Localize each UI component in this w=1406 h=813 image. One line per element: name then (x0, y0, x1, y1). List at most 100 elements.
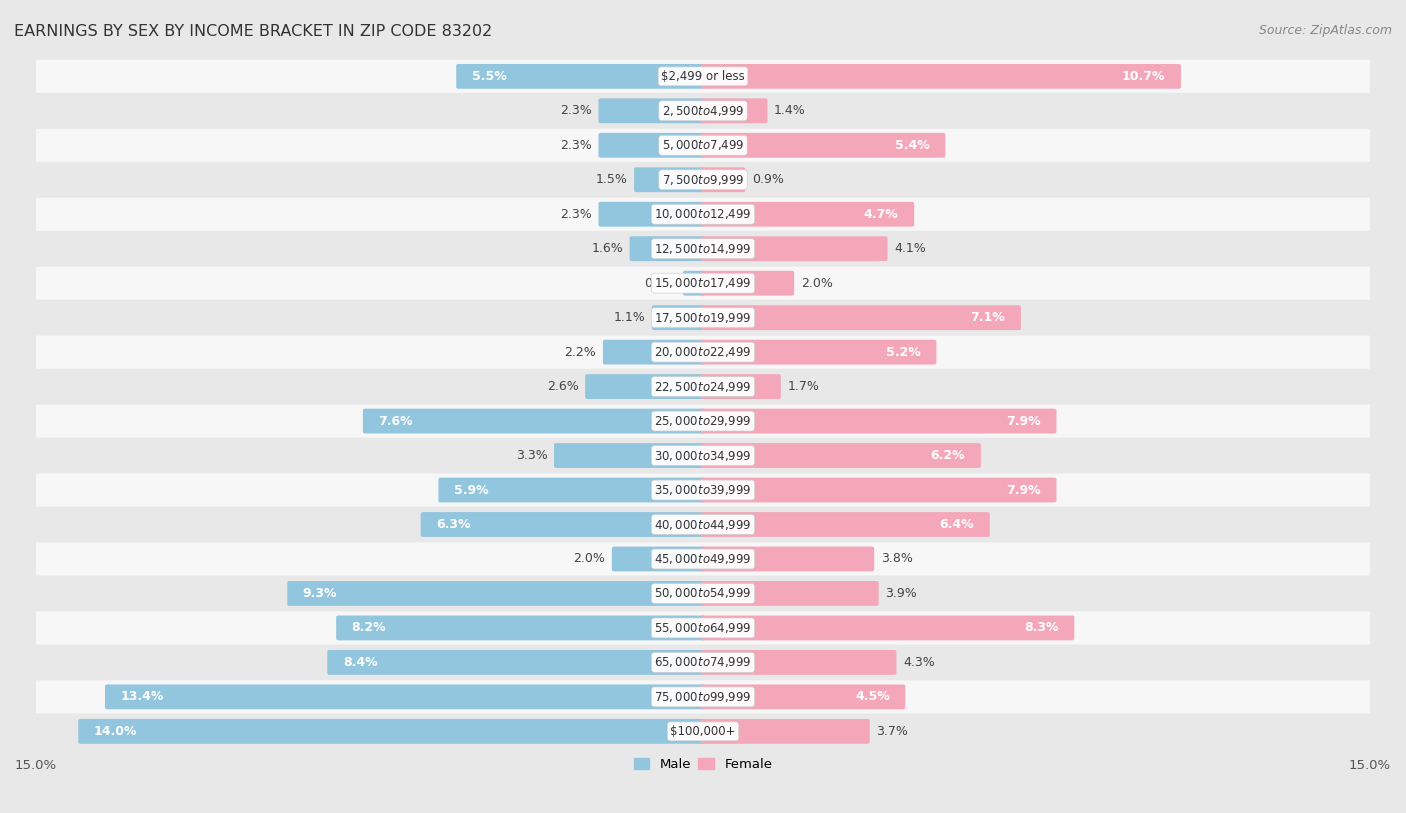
FancyBboxPatch shape (585, 374, 706, 399)
Text: 13.4%: 13.4% (121, 690, 165, 703)
FancyBboxPatch shape (79, 719, 706, 744)
FancyBboxPatch shape (37, 473, 1369, 506)
FancyBboxPatch shape (700, 202, 914, 227)
Text: EARNINGS BY SEX BY INCOME BRACKET IN ZIP CODE 83202: EARNINGS BY SEX BY INCOME BRACKET IN ZIP… (14, 24, 492, 39)
Text: 1.7%: 1.7% (787, 380, 820, 393)
FancyBboxPatch shape (37, 405, 1369, 437)
Text: 4.7%: 4.7% (863, 208, 898, 221)
FancyBboxPatch shape (700, 305, 1021, 330)
Text: 8.4%: 8.4% (343, 656, 377, 669)
FancyBboxPatch shape (700, 719, 870, 744)
FancyBboxPatch shape (37, 336, 1369, 368)
Text: $50,000 to $54,999: $50,000 to $54,999 (654, 586, 752, 601)
FancyBboxPatch shape (37, 646, 1369, 679)
FancyBboxPatch shape (700, 685, 905, 709)
Text: 2.3%: 2.3% (560, 139, 592, 152)
Text: 5.4%: 5.4% (896, 139, 929, 152)
FancyBboxPatch shape (287, 581, 706, 606)
FancyBboxPatch shape (37, 611, 1369, 645)
Text: 3.3%: 3.3% (516, 449, 547, 462)
Text: 3.7%: 3.7% (876, 725, 908, 738)
FancyBboxPatch shape (700, 271, 794, 296)
FancyBboxPatch shape (105, 685, 706, 709)
FancyBboxPatch shape (634, 167, 706, 192)
Text: $7,500 to $9,999: $7,500 to $9,999 (662, 172, 744, 187)
FancyBboxPatch shape (700, 98, 768, 124)
Text: 1.4%: 1.4% (775, 104, 806, 117)
FancyBboxPatch shape (700, 133, 945, 158)
Text: 5.2%: 5.2% (886, 346, 921, 359)
FancyBboxPatch shape (700, 512, 990, 537)
Text: 7.1%: 7.1% (970, 311, 1005, 324)
Text: $45,000 to $49,999: $45,000 to $49,999 (654, 552, 752, 566)
FancyBboxPatch shape (700, 64, 1181, 89)
FancyBboxPatch shape (439, 477, 706, 502)
Text: 3.9%: 3.9% (886, 587, 917, 600)
Text: 6.4%: 6.4% (939, 518, 974, 531)
Text: 7.9%: 7.9% (1007, 415, 1040, 428)
FancyBboxPatch shape (37, 128, 1369, 162)
Text: $30,000 to $34,999: $30,000 to $34,999 (654, 449, 752, 463)
FancyBboxPatch shape (37, 680, 1369, 714)
FancyBboxPatch shape (328, 650, 706, 675)
Text: 1.5%: 1.5% (596, 173, 627, 186)
FancyBboxPatch shape (603, 340, 706, 364)
Text: $75,000 to $99,999: $75,000 to $99,999 (654, 690, 752, 704)
FancyBboxPatch shape (700, 615, 1074, 641)
FancyBboxPatch shape (336, 615, 706, 641)
FancyBboxPatch shape (700, 650, 897, 675)
Text: $25,000 to $29,999: $25,000 to $29,999 (654, 414, 752, 428)
FancyBboxPatch shape (37, 301, 1369, 334)
FancyBboxPatch shape (420, 512, 706, 537)
FancyBboxPatch shape (700, 477, 1056, 502)
Text: 2.0%: 2.0% (801, 276, 832, 289)
FancyBboxPatch shape (363, 409, 706, 433)
FancyBboxPatch shape (37, 198, 1369, 231)
Text: $55,000 to $64,999: $55,000 to $64,999 (654, 621, 752, 635)
Text: 4.3%: 4.3% (903, 656, 935, 669)
Text: $5,000 to $7,499: $5,000 to $7,499 (662, 138, 744, 152)
FancyBboxPatch shape (683, 271, 706, 296)
FancyBboxPatch shape (700, 409, 1056, 433)
FancyBboxPatch shape (700, 167, 745, 192)
Legend: Male, Female: Male, Female (628, 753, 778, 776)
Text: $65,000 to $74,999: $65,000 to $74,999 (654, 655, 752, 669)
Text: $35,000 to $39,999: $35,000 to $39,999 (654, 483, 752, 497)
Text: 1.6%: 1.6% (591, 242, 623, 255)
Text: 5.5%: 5.5% (472, 70, 506, 83)
FancyBboxPatch shape (700, 546, 875, 572)
FancyBboxPatch shape (37, 233, 1369, 265)
Text: 0.4%: 0.4% (644, 276, 676, 289)
Text: 2.2%: 2.2% (565, 346, 596, 359)
Text: 6.2%: 6.2% (931, 449, 966, 462)
Text: 8.3%: 8.3% (1024, 621, 1059, 634)
FancyBboxPatch shape (612, 546, 706, 572)
FancyBboxPatch shape (599, 202, 706, 227)
FancyBboxPatch shape (700, 340, 936, 364)
FancyBboxPatch shape (37, 577, 1369, 610)
Text: 2.3%: 2.3% (560, 104, 592, 117)
FancyBboxPatch shape (37, 94, 1369, 128)
FancyBboxPatch shape (37, 508, 1369, 541)
FancyBboxPatch shape (554, 443, 706, 468)
Text: $10,000 to $12,499: $10,000 to $12,499 (654, 207, 752, 221)
Text: $22,500 to $24,999: $22,500 to $24,999 (654, 380, 752, 393)
Text: $20,000 to $22,499: $20,000 to $22,499 (654, 346, 752, 359)
FancyBboxPatch shape (599, 98, 706, 124)
Text: 7.6%: 7.6% (378, 415, 413, 428)
Text: 2.6%: 2.6% (547, 380, 578, 393)
Text: 8.2%: 8.2% (352, 621, 387, 634)
FancyBboxPatch shape (37, 60, 1369, 93)
Text: $2,499 or less: $2,499 or less (661, 70, 745, 83)
Text: 4.5%: 4.5% (855, 690, 890, 703)
FancyBboxPatch shape (599, 133, 706, 158)
Text: 4.1%: 4.1% (894, 242, 927, 255)
Text: 6.3%: 6.3% (436, 518, 471, 531)
FancyBboxPatch shape (37, 267, 1369, 300)
Text: $40,000 to $44,999: $40,000 to $44,999 (654, 518, 752, 532)
Text: $12,500 to $14,999: $12,500 to $14,999 (654, 241, 752, 256)
Text: 10.7%: 10.7% (1122, 70, 1166, 83)
FancyBboxPatch shape (37, 542, 1369, 576)
Text: 5.9%: 5.9% (454, 484, 489, 497)
FancyBboxPatch shape (700, 374, 780, 399)
